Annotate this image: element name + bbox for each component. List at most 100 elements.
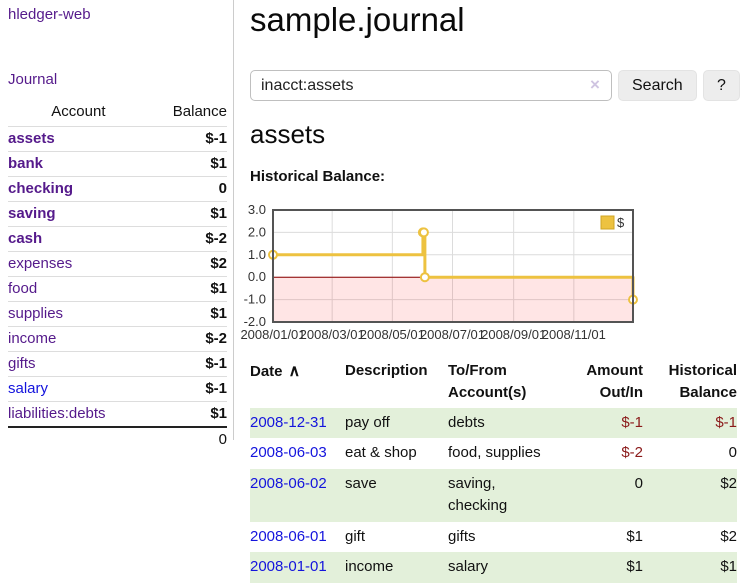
- account-name-cell: assets: [8, 127, 149, 152]
- accounts-table: Account Balance assets $-1 bank $1 checking 0…: [8, 99, 227, 452]
- amount-cell: $-2: [621, 444, 643, 462]
- amount-column-header: Amount Out/In: [586, 362, 643, 401]
- page-title: sample.journal: [250, 1, 465, 38]
- account-name-cell: supplies: [8, 302, 149, 327]
- sort-asc-icon: ∧: [288, 363, 301, 380]
- account-link[interactable]: checking: [8, 180, 74, 197]
- y-tick-label: 0.0: [248, 269, 266, 284]
- data-point: [418, 227, 429, 238]
- account-link[interactable]: liabilities:debts: [8, 405, 106, 422]
- account-row: gifts $-1: [8, 351, 227, 377]
- account-row: checking 0: [8, 176, 227, 202]
- search-button[interactable]: Search: [618, 70, 697, 101]
- account-balance: $-2: [205, 330, 227, 347]
- empty-cell: [8, 427, 149, 452]
- account-name-cell: expenses: [8, 252, 149, 277]
- account-balance: $-1: [205, 380, 227, 397]
- date-cell: 2008-06-03: [250, 438, 345, 469]
- x-tick-label: 2008/03/01: [300, 327, 365, 342]
- clear-search-icon[interactable]: ×: [590, 75, 600, 94]
- balance-cell: 0: [728, 444, 737, 462]
- account-link[interactable]: saving: [8, 205, 56, 222]
- x-tick-label: 2008/07/01: [420, 327, 485, 342]
- account-balance: $-1: [205, 355, 227, 372]
- account-column-header: Account: [51, 103, 106, 120]
- description-cell: eat & shop: [345, 444, 417, 462]
- description-cell: save: [345, 475, 377, 492]
- date-cell: 2008-06-01: [250, 522, 345, 553]
- account-link[interactable]: expenses: [8, 255, 73, 272]
- account-link[interactable]: cash: [8, 230, 43, 247]
- account-name-cell: income: [8, 327, 149, 352]
- account-row: bank $1: [8, 151, 227, 177]
- account-row: liabilities:debts $1: [8, 401, 227, 428]
- accounts-cell: salary: [448, 558, 489, 576]
- y-tick-label: 2.0: [248, 224, 266, 239]
- transaction-date-link[interactable]: 2008-12-31: [250, 413, 327, 431]
- account-link[interactable]: salary: [8, 380, 49, 397]
- account-balance: 0: [218, 180, 227, 197]
- account-name-cell: salary: [8, 377, 149, 402]
- date-cell: 2008-01-01: [250, 552, 345, 583]
- accounts-cell: saving, checking: [448, 475, 508, 514]
- transaction-row: 2008-06-03 eat & shop food, supplies $-2 0: [250, 438, 737, 469]
- accounts-table-header: Account Balance: [8, 99, 227, 127]
- accounts-cell: debts: [448, 413, 485, 431]
- transaction-date-link[interactable]: 2008-06-01: [250, 527, 327, 545]
- account-balance: $-2: [205, 230, 227, 247]
- balance-cell: $2: [720, 475, 737, 492]
- historical-balance-chart: $3.0 2.0 1.0 0.0 -1.0 -2.02008/01/012008/03/0…: [240, 203, 638, 342]
- amount-cell: $-1: [621, 413, 643, 431]
- chart-title: Historical Balance:: [250, 168, 386, 185]
- search-input[interactable]: [250, 70, 612, 101]
- account-name-cell: cash: [8, 227, 149, 252]
- accounts-cell: food, supplies: [448, 444, 541, 462]
- account-name-cell: bank: [8, 152, 149, 177]
- account-name-cell: checking: [8, 177, 149, 202]
- account-balance: $-1: [205, 130, 227, 147]
- date-column-header[interactable]: Date ∧: [250, 363, 301, 380]
- sidebar-item-journal[interactable]: Journal: [8, 71, 58, 88]
- account-link[interactable]: supplies: [8, 305, 64, 322]
- account-link[interactable]: assets: [8, 130, 55, 147]
- register-header-row: Date ∧ Description To/From Account(s) Amo…: [250, 356, 737, 408]
- account-balance: $1: [210, 205, 227, 222]
- account-link[interactable]: gifts: [8, 355, 36, 372]
- account-link[interactable]: income: [8, 330, 57, 347]
- balance-column-header: Historical Balance: [668, 362, 737, 401]
- account-row: assets $-1: [8, 126, 227, 152]
- transaction-date-link[interactable]: 2008-06-03: [250, 444, 327, 462]
- description-cell: pay off: [345, 413, 390, 431]
- account-row: cash $-2: [8, 226, 227, 252]
- date-cell: 2008-06-02: [250, 469, 345, 522]
- account-link[interactable]: food: [8, 280, 38, 297]
- accounts-column-header: To/From Account(s): [448, 362, 527, 401]
- negative-region: [273, 277, 633, 322]
- balance-cell: $2: [720, 527, 737, 545]
- account-name-cell: food: [8, 277, 149, 302]
- amount-cell: $1: [626, 527, 643, 545]
- y-tick-label: 1.0: [248, 247, 266, 262]
- balance-cell: $-1: [715, 413, 737, 431]
- sidebar-divider: [233, 0, 234, 440]
- account-balance: $1: [210, 305, 227, 322]
- account-name-cell: liabilities:debts: [8, 402, 149, 428]
- y-tick-label: 3.0: [248, 203, 266, 217]
- accounts-total-value: 0: [218, 431, 227, 448]
- x-tick-label: 2008/05/01: [360, 327, 425, 342]
- legend-swatch: [600, 215, 615, 230]
- account-link[interactable]: bank: [8, 155, 44, 172]
- plot-border: [272, 209, 634, 323]
- y-tick-label: -2.0: [244, 314, 266, 329]
- help-button[interactable]: ?: [703, 70, 740, 101]
- balance-column-header: Balance: [172, 103, 227, 120]
- transaction-row: 2008-06-02 save saving, checking 0 $2: [250, 469, 737, 522]
- transaction-row: 2008-12-31 pay off debts $-1 $-1: [250, 407, 737, 439]
- register-table: Date ∧ Description To/From Account(s) Amo…: [250, 356, 737, 583]
- description-column-header: Description: [345, 362, 428, 379]
- transaction-date-link[interactable]: 2008-06-02: [250, 475, 327, 492]
- app-brand-link[interactable]: hledger-web: [8, 6, 91, 23]
- transaction-date-link[interactable]: 2008-01-01: [250, 558, 327, 576]
- transaction-row: 2008-01-01 income salary $1 $1: [250, 552, 737, 583]
- x-tick-label: 2008/09/01: [481, 327, 546, 342]
